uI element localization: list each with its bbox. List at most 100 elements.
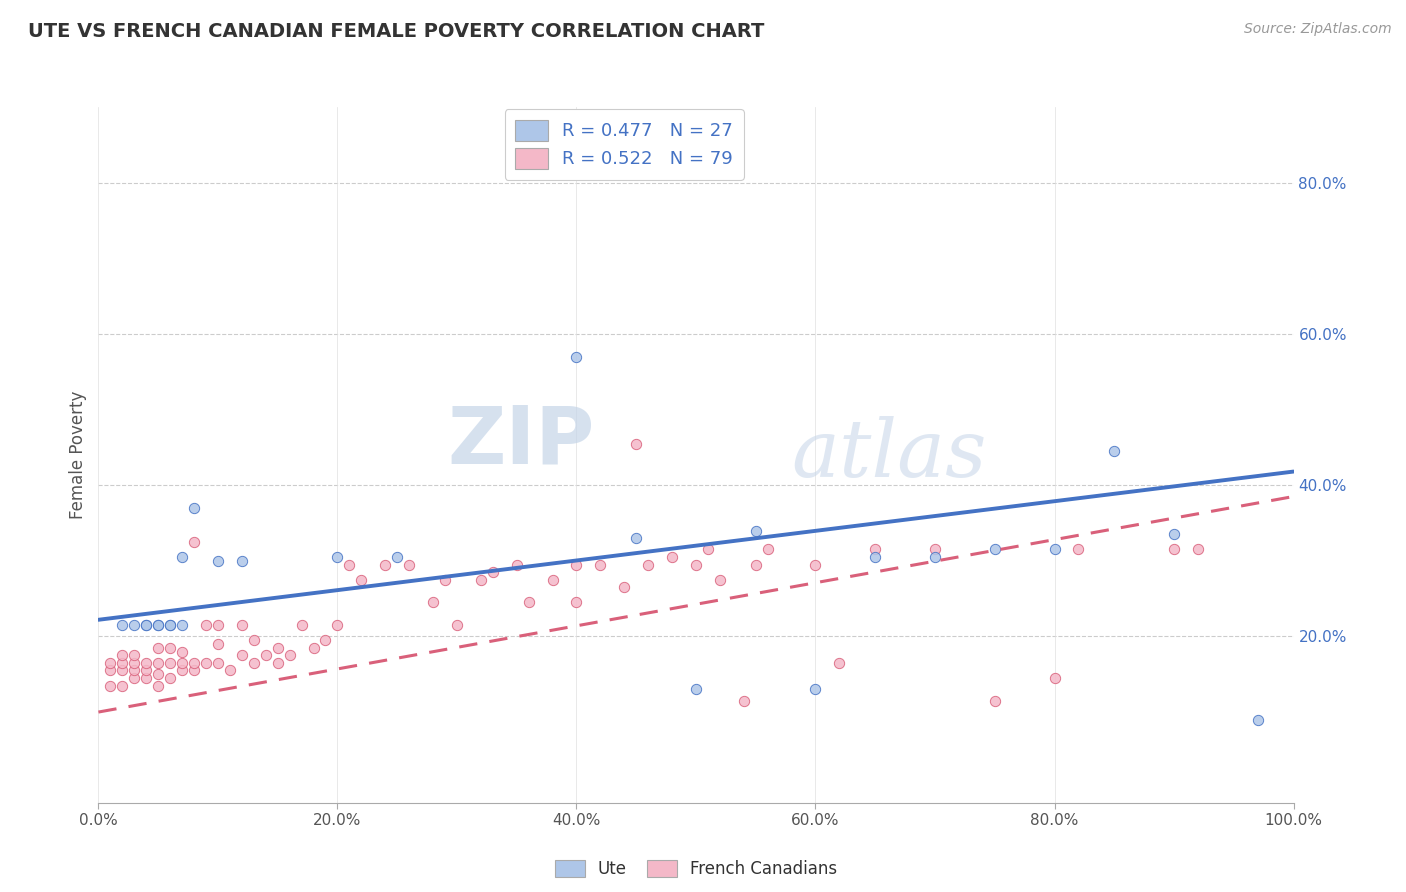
Text: Source: ZipAtlas.com: Source: ZipAtlas.com (1244, 22, 1392, 37)
Point (506, 558, 529, 572)
Point (111, 664, 134, 678)
Point (863, 549, 886, 564)
Point (470, 573, 492, 587)
Point (124, 656, 146, 670)
Point (1067, 542, 1090, 557)
Point (278, 648, 301, 663)
Point (350, 573, 373, 587)
Point (159, 618, 181, 632)
Point (148, 618, 170, 632)
Point (1163, 542, 1185, 557)
Point (159, 640, 181, 655)
Point (231, 618, 253, 632)
Point (231, 554, 253, 568)
Point (267, 656, 290, 670)
Point (541, 573, 564, 587)
Point (148, 667, 170, 681)
Point (111, 618, 134, 632)
Point (172, 549, 194, 564)
Point (374, 558, 396, 572)
Point (804, 682, 827, 697)
Point (565, 558, 588, 572)
Point (135, 664, 157, 678)
Point (661, 549, 683, 564)
Point (98, 664, 122, 678)
Point (589, 558, 612, 572)
Point (124, 648, 146, 663)
Point (326, 549, 349, 564)
Point (148, 640, 170, 655)
Point (172, 664, 194, 678)
Point (124, 664, 146, 678)
Point (159, 656, 181, 670)
Point (745, 524, 768, 538)
Point (231, 648, 253, 663)
Text: atlas: atlas (792, 417, 987, 493)
Point (337, 558, 360, 572)
Point (135, 618, 157, 632)
Point (194, 656, 217, 670)
Point (98, 656, 122, 670)
Text: UTE VS FRENCH CANADIAN FEMALE POVERTY CORRELATION CHART: UTE VS FRENCH CANADIAN FEMALE POVERTY CO… (28, 22, 765, 41)
Point (243, 656, 266, 670)
Point (159, 618, 181, 632)
Point (637, 558, 659, 572)
Point (148, 679, 170, 693)
Point (804, 558, 827, 572)
Point (1187, 542, 1209, 557)
Point (183, 656, 205, 670)
Point (172, 618, 194, 632)
Point (565, 595, 588, 609)
Point (1246, 713, 1268, 727)
Point (315, 633, 337, 648)
Point (565, 350, 588, 364)
Point (863, 542, 886, 557)
Point (207, 618, 229, 632)
Point (422, 595, 444, 609)
Point (924, 542, 946, 557)
Point (267, 640, 290, 655)
Point (124, 671, 146, 685)
Point (302, 640, 325, 655)
Point (613, 580, 636, 594)
Point (709, 573, 731, 587)
Point (159, 671, 181, 685)
Point (828, 656, 851, 670)
Point (1043, 542, 1066, 557)
Text: ZIP: ZIP (447, 402, 595, 480)
Point (148, 656, 170, 670)
Point (148, 618, 170, 632)
Point (243, 633, 266, 648)
Point (207, 554, 229, 568)
Point (697, 542, 720, 557)
Point (290, 618, 312, 632)
Point (111, 648, 134, 663)
Point (194, 618, 217, 632)
Point (326, 618, 349, 632)
Point (111, 679, 134, 693)
Point (183, 500, 205, 515)
Point (254, 648, 277, 663)
Point (1102, 444, 1125, 458)
Point (624, 436, 647, 450)
Point (685, 558, 707, 572)
Point (756, 542, 779, 557)
Point (745, 558, 768, 572)
Point (446, 618, 468, 632)
Legend: Ute, French Canadians: Ute, French Canadians (548, 854, 844, 885)
Point (924, 549, 946, 564)
Point (517, 595, 540, 609)
Point (481, 565, 505, 579)
Point (172, 656, 194, 670)
Point (733, 694, 755, 708)
Point (219, 664, 242, 678)
Point (207, 637, 229, 651)
Point (98, 679, 122, 693)
Point (135, 671, 157, 685)
Point (385, 549, 409, 564)
Point (983, 694, 1005, 708)
Point (183, 664, 205, 678)
Point (111, 656, 134, 670)
Point (135, 656, 157, 670)
Point (183, 534, 205, 549)
